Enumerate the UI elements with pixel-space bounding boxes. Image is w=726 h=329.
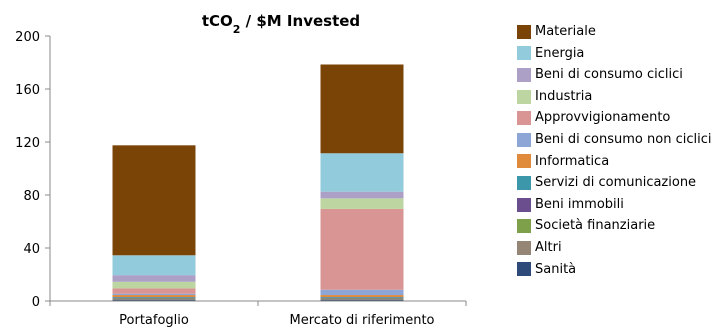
legend: Materiale Energia Beni di consumo ciclici I…: [517, 21, 711, 280]
bar-segment: [112, 275, 196, 282]
bar-segment: [112, 298, 196, 300]
legend-item: Materiale: [517, 21, 711, 43]
legend-label: Energia: [535, 45, 585, 61]
bar-segment: [320, 295, 404, 298]
bar-segment: [320, 198, 404, 209]
y-tick-label: 120: [15, 136, 40, 151]
y-tick-label: 160: [15, 83, 40, 98]
chart-title: tCO2 / $M Invested: [202, 12, 360, 36]
legend-item: Servizi di comunicazione: [517, 172, 711, 194]
legend-swatch: [517, 219, 531, 234]
legend-swatch: [517, 240, 531, 255]
y-tick-label: 200: [15, 30, 40, 45]
bar-segment: [320, 299, 404, 300]
legend-label: Beni immobili: [535, 196, 624, 212]
legend-item: Industria: [517, 86, 711, 108]
legend-item: Energia: [517, 43, 711, 65]
legend-label: Approvvigionamento: [535, 110, 671, 126]
legend-swatch: [517, 154, 531, 169]
legend-swatch: [517, 24, 531, 39]
legend-swatch: [517, 46, 531, 61]
x-tick-label: Portafoglio: [119, 313, 189, 328]
legend-item: Informatica: [517, 151, 711, 173]
legend-item: Beni di consumo non ciclici: [517, 129, 711, 151]
bars-group: [112, 64, 404, 301]
bar-segment: [112, 297, 196, 299]
chart: tCO2 / $M Invested Portafoglio Mercato di…: [15, 12, 467, 328]
legend-item: Beni di consumo ciclici: [517, 64, 711, 86]
legend-item: Beni immobili: [517, 194, 711, 216]
legend-label: Altri: [535, 239, 562, 255]
bar-segment: [320, 298, 404, 300]
legend-swatch: [517, 132, 531, 147]
legend-label: Servizi di comunicazione: [535, 175, 697, 191]
legend-item: Approvvigionamento: [517, 107, 711, 129]
bar-segment: [320, 64, 404, 154]
bar-segment: [320, 297, 404, 298]
bar-segment: [320, 208, 404, 290]
y-tick-label: 40: [23, 242, 40, 257]
legend-item: Altri: [517, 237, 711, 259]
bar-segment: [320, 191, 404, 199]
legend-swatch: [517, 175, 531, 190]
bar-segment: [112, 299, 196, 300]
bar-segment: [320, 297, 404, 299]
bar-segment: [112, 255, 196, 276]
bar-segment: [112, 145, 196, 256]
x-tick-label: Mercato di riferimento: [289, 313, 434, 328]
legend-label: Beni di consumo ciclici: [535, 67, 683, 83]
legend-swatch: [517, 262, 531, 277]
legend-label: Materiale: [535, 24, 596, 39]
legend-swatch: [517, 197, 531, 212]
bar-segment: [112, 297, 196, 298]
legend-label: Beni di consumo non ciclici: [535, 131, 712, 147]
bar-segment: [112, 293, 196, 296]
axes-group: Portafoglio Mercato di riferimento 0 40 80 12…: [15, 30, 467, 328]
bar-segment: [112, 281, 196, 289]
legend-item: Società finanziarie: [517, 215, 711, 237]
legend-label: Società finanziarie: [535, 218, 656, 234]
legend-swatch: [517, 89, 531, 104]
legend-label: Informatica: [535, 153, 610, 169]
bar-segment: [112, 295, 196, 298]
legend-label: Industria: [535, 88, 593, 104]
bar-segment: [112, 288, 196, 294]
legend-swatch: [517, 111, 531, 126]
y-tick-label: 80: [23, 189, 40, 204]
y-tick-label: 0: [32, 295, 40, 310]
legend-label: Sanità: [535, 261, 577, 277]
legend-swatch: [517, 67, 531, 82]
bar-segment: [320, 153, 404, 192]
bar-segment: [320, 289, 404, 296]
bar-segment: [112, 299, 196, 301]
bar-segment: [320, 299, 404, 301]
legend-item: Sanità: [517, 259, 711, 281]
